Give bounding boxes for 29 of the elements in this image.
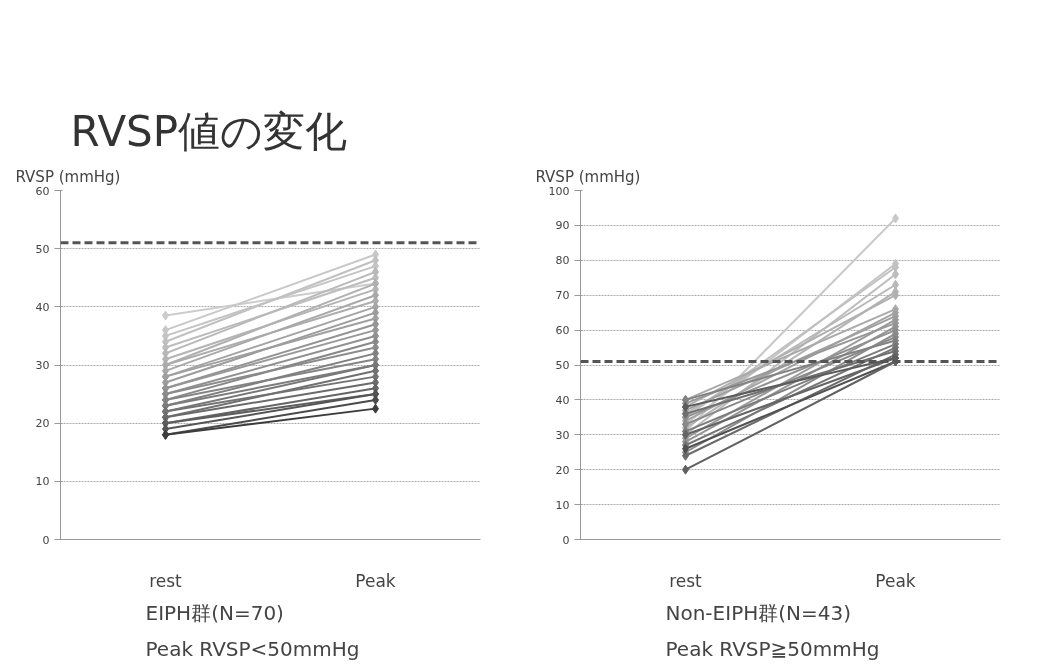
y-tick-label: 30 <box>555 428 570 442</box>
y-tick-label: 10 <box>35 475 50 489</box>
y-axis-title: RVSP (mmHg) <box>15 167 121 186</box>
y-tick-label: 0 <box>562 533 570 547</box>
y-tick-label: 10 <box>555 498 570 512</box>
y-axis-title: RVSP (mmHg) <box>535 167 641 186</box>
y-tick-label: 50 <box>555 359 570 372</box>
y-tick-label: 70 <box>555 289 570 303</box>
text: EIPH群(N=70) <box>145 600 284 625</box>
y-tick-label: 30 <box>35 359 50 372</box>
y-tick-label: 80 <box>555 254 570 268</box>
y-tick-label: 60 <box>35 184 50 198</box>
text: Peak RVSP≧50mmHg <box>665 636 880 661</box>
y-tick-label: 0 <box>42 533 50 547</box>
y-tick-label: 50 <box>35 242 50 256</box>
y-tick-label: 90 <box>555 219 570 233</box>
x-tick-label: Peak <box>355 570 396 591</box>
y-tick-label: 100 <box>548 184 570 198</box>
y-tick-label: 20 <box>35 417 50 431</box>
x-tick-label: Peak <box>875 570 916 591</box>
x-tick-label: rest <box>669 570 703 591</box>
text: Peak RVSP<50mmHg <box>145 636 360 661</box>
y-tick-label: 40 <box>35 300 50 314</box>
x-tick-label: rest <box>149 570 183 591</box>
text: Non-EIPH群(N=43) <box>665 600 851 625</box>
chart-title: RVSP値の変化 <box>70 106 348 156</box>
y-tick-label: 60 <box>555 324 570 338</box>
y-tick-label: 40 <box>555 393 570 407</box>
y-tick-label: 20 <box>555 463 570 477</box>
